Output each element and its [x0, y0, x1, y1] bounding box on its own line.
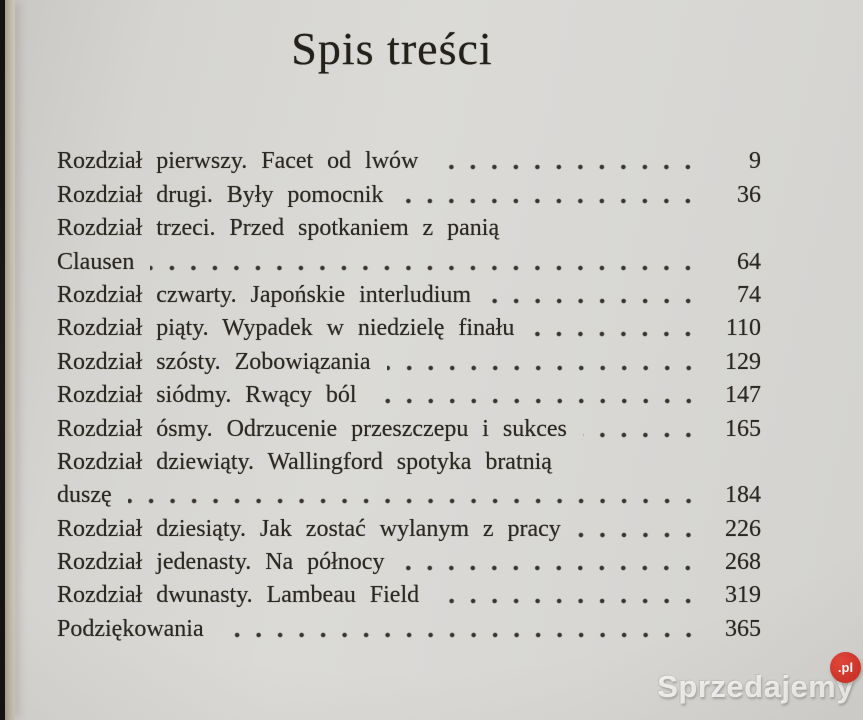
toc-entry-page: 129 [725, 348, 761, 375]
toc-entry-line: Podziękowania 365 [57, 610, 761, 643]
dot-leader [530, 329, 699, 340]
dot-leader [435, 596, 699, 607]
watermark-pl-badge-icon: .pl [830, 652, 861, 683]
dot-leader [372, 396, 699, 407]
toc-entry-line: duszę 184 [57, 477, 761, 510]
toc-entry-label: Rozdział jedenasty. Na północy [57, 549, 385, 576]
dot-leader [576, 529, 699, 540]
toc-entry-page: 365 [725, 615, 761, 642]
dot-leader [399, 195, 699, 206]
toc-entry-line: Rozdział drugi. Były pomocnik 36 [57, 176, 761, 209]
toc-entry-label: duszę [57, 482, 112, 509]
toc-entry-line: Rozdział piąty. Wypadek w niedzielę fina… [57, 310, 761, 343]
book-cover-edge [0, 0, 5, 720]
toc-entry-line: Rozdział ósmy. Odrzucenie przeszczepu i … [57, 410, 761, 443]
toc-entry-label: Rozdział piąty. Wypadek w niedzielę fina… [57, 315, 515, 342]
toc-entry-page: 268 [725, 549, 761, 576]
toc-entry-label: Rozdział dziewiąty. Wallingford spotyka … [57, 448, 552, 475]
toc-entry-line: Rozdział siódmy. Rwący ból 147 [57, 377, 761, 410]
toc-entry-line: Rozdział dwunasty. Lambeau Field 319 [57, 577, 761, 610]
toc-entry-label: Clausen [57, 248, 135, 275]
toc-entry-page: 9 [749, 148, 761, 175]
dot-leader [487, 295, 699, 306]
toc-entry-page: 165 [725, 415, 761, 442]
toc-entry-line: Rozdział trzeci. Przed spotkaniem z pani… [57, 210, 761, 243]
toc-entry-label: Rozdział dziesiąty. Jak zostać wylanym z… [57, 515, 561, 542]
toc-entry-line: Rozdział dziesiąty. Jak zostać wylanym z… [57, 510, 761, 543]
toc-entry-label: Rozdział drugi. Były pomocnik [57, 181, 384, 208]
toc-entry-label: Rozdział szósty. Zobowiązania [57, 348, 371, 375]
dot-leader [582, 429, 699, 440]
toc-entry-line: Rozdział dziewiąty. Wallingford spotyka … [57, 444, 761, 477]
dot-leader [127, 496, 699, 507]
toc-entry-page: 184 [725, 482, 761, 509]
toc-entry-label: Rozdział dwunasty. Lambeau Field [57, 582, 420, 609]
watermark-brand: Sprzedajemy [657, 669, 854, 704]
toc-entry-label: Rozdział ósmy. Odrzucenie przeszczepu i … [57, 415, 567, 442]
dot-leader [386, 362, 699, 373]
toc-entry-page: 319 [725, 582, 761, 609]
dot-leader [434, 162, 699, 173]
toc-entry-line: Rozdział pierwszy. Facet od lwów 9 [57, 143, 761, 176]
page-stack-edge [5, 0, 15, 720]
toc-entry-page: 147 [725, 382, 761, 409]
toc-entry-line: Rozdział jedenasty. Na północy 268 [57, 544, 761, 577]
toc-entry-label: Rozdział trzeci. Przed spotkaniem z pani… [57, 215, 500, 242]
toc-entry-label: Rozdział siódmy. Rwący ból [57, 382, 357, 409]
toc-entry-label: Podziękowania [57, 615, 204, 642]
toc-entry-page: 74 [737, 281, 761, 308]
toc-entry-line: Clausen 64 [57, 243, 761, 276]
page-title: Spis treści [291, 23, 493, 74]
toc-entry-page: 36 [737, 181, 761, 208]
toc-entry-line: Rozdział czwarty. Japońskie interludium 7… [57, 277, 761, 310]
toc-entry-label: Rozdział pierwszy. Facet od lwów [57, 148, 419, 175]
toc-entry-line: Rozdział szósty. Zobowiązania 129 [57, 343, 761, 376]
dot-leader [150, 262, 699, 273]
dot-leader [219, 629, 699, 640]
toc-entry-label: Rozdział czwarty. Japońskie interludium [57, 281, 472, 308]
dot-leader [400, 563, 699, 574]
toc-entry-page: 110 [725, 315, 761, 342]
watermark: Sprzedajemy .pl [657, 652, 861, 705]
toc-entry-page: 226 [725, 515, 761, 542]
toc-list: Rozdział pierwszy. Facet od lwów 9 Rozdzia… [57, 143, 761, 644]
toc-entry-page: 64 [737, 248, 761, 275]
